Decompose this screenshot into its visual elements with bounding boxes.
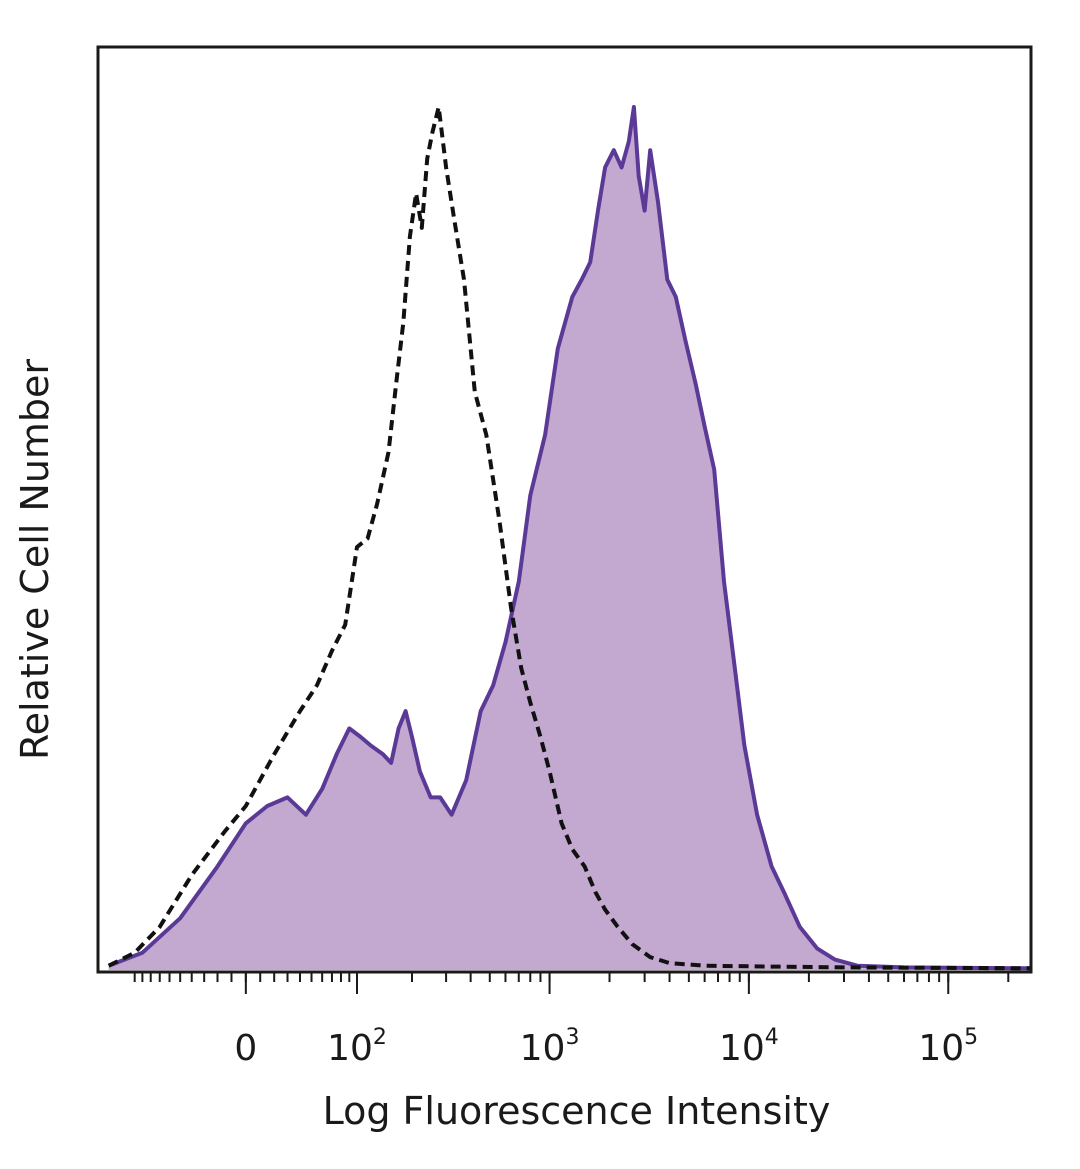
x-tick-label: 103 (520, 1025, 580, 1069)
y-axis-title: Relative Cell Number (13, 359, 57, 760)
x-tick-label: 105 (918, 1025, 978, 1069)
stained-histogram-line (107, 105, 1032, 971)
plot-frame (96, 45, 1033, 974)
x-tick-label: 104 (719, 1025, 779, 1069)
x-tick-label: 0 (234, 1028, 257, 1069)
x-axis-ticks: 0 102 103 104 105 (133, 972, 1010, 1069)
stained-histogram-fill (108, 107, 1031, 970)
x-tick-label: 102 (327, 1025, 387, 1069)
plot-area (107, 105, 1032, 971)
x-axis-title: Log Fluorescence Intensity (323, 1089, 831, 1133)
control-histogram-line (107, 105, 1032, 971)
